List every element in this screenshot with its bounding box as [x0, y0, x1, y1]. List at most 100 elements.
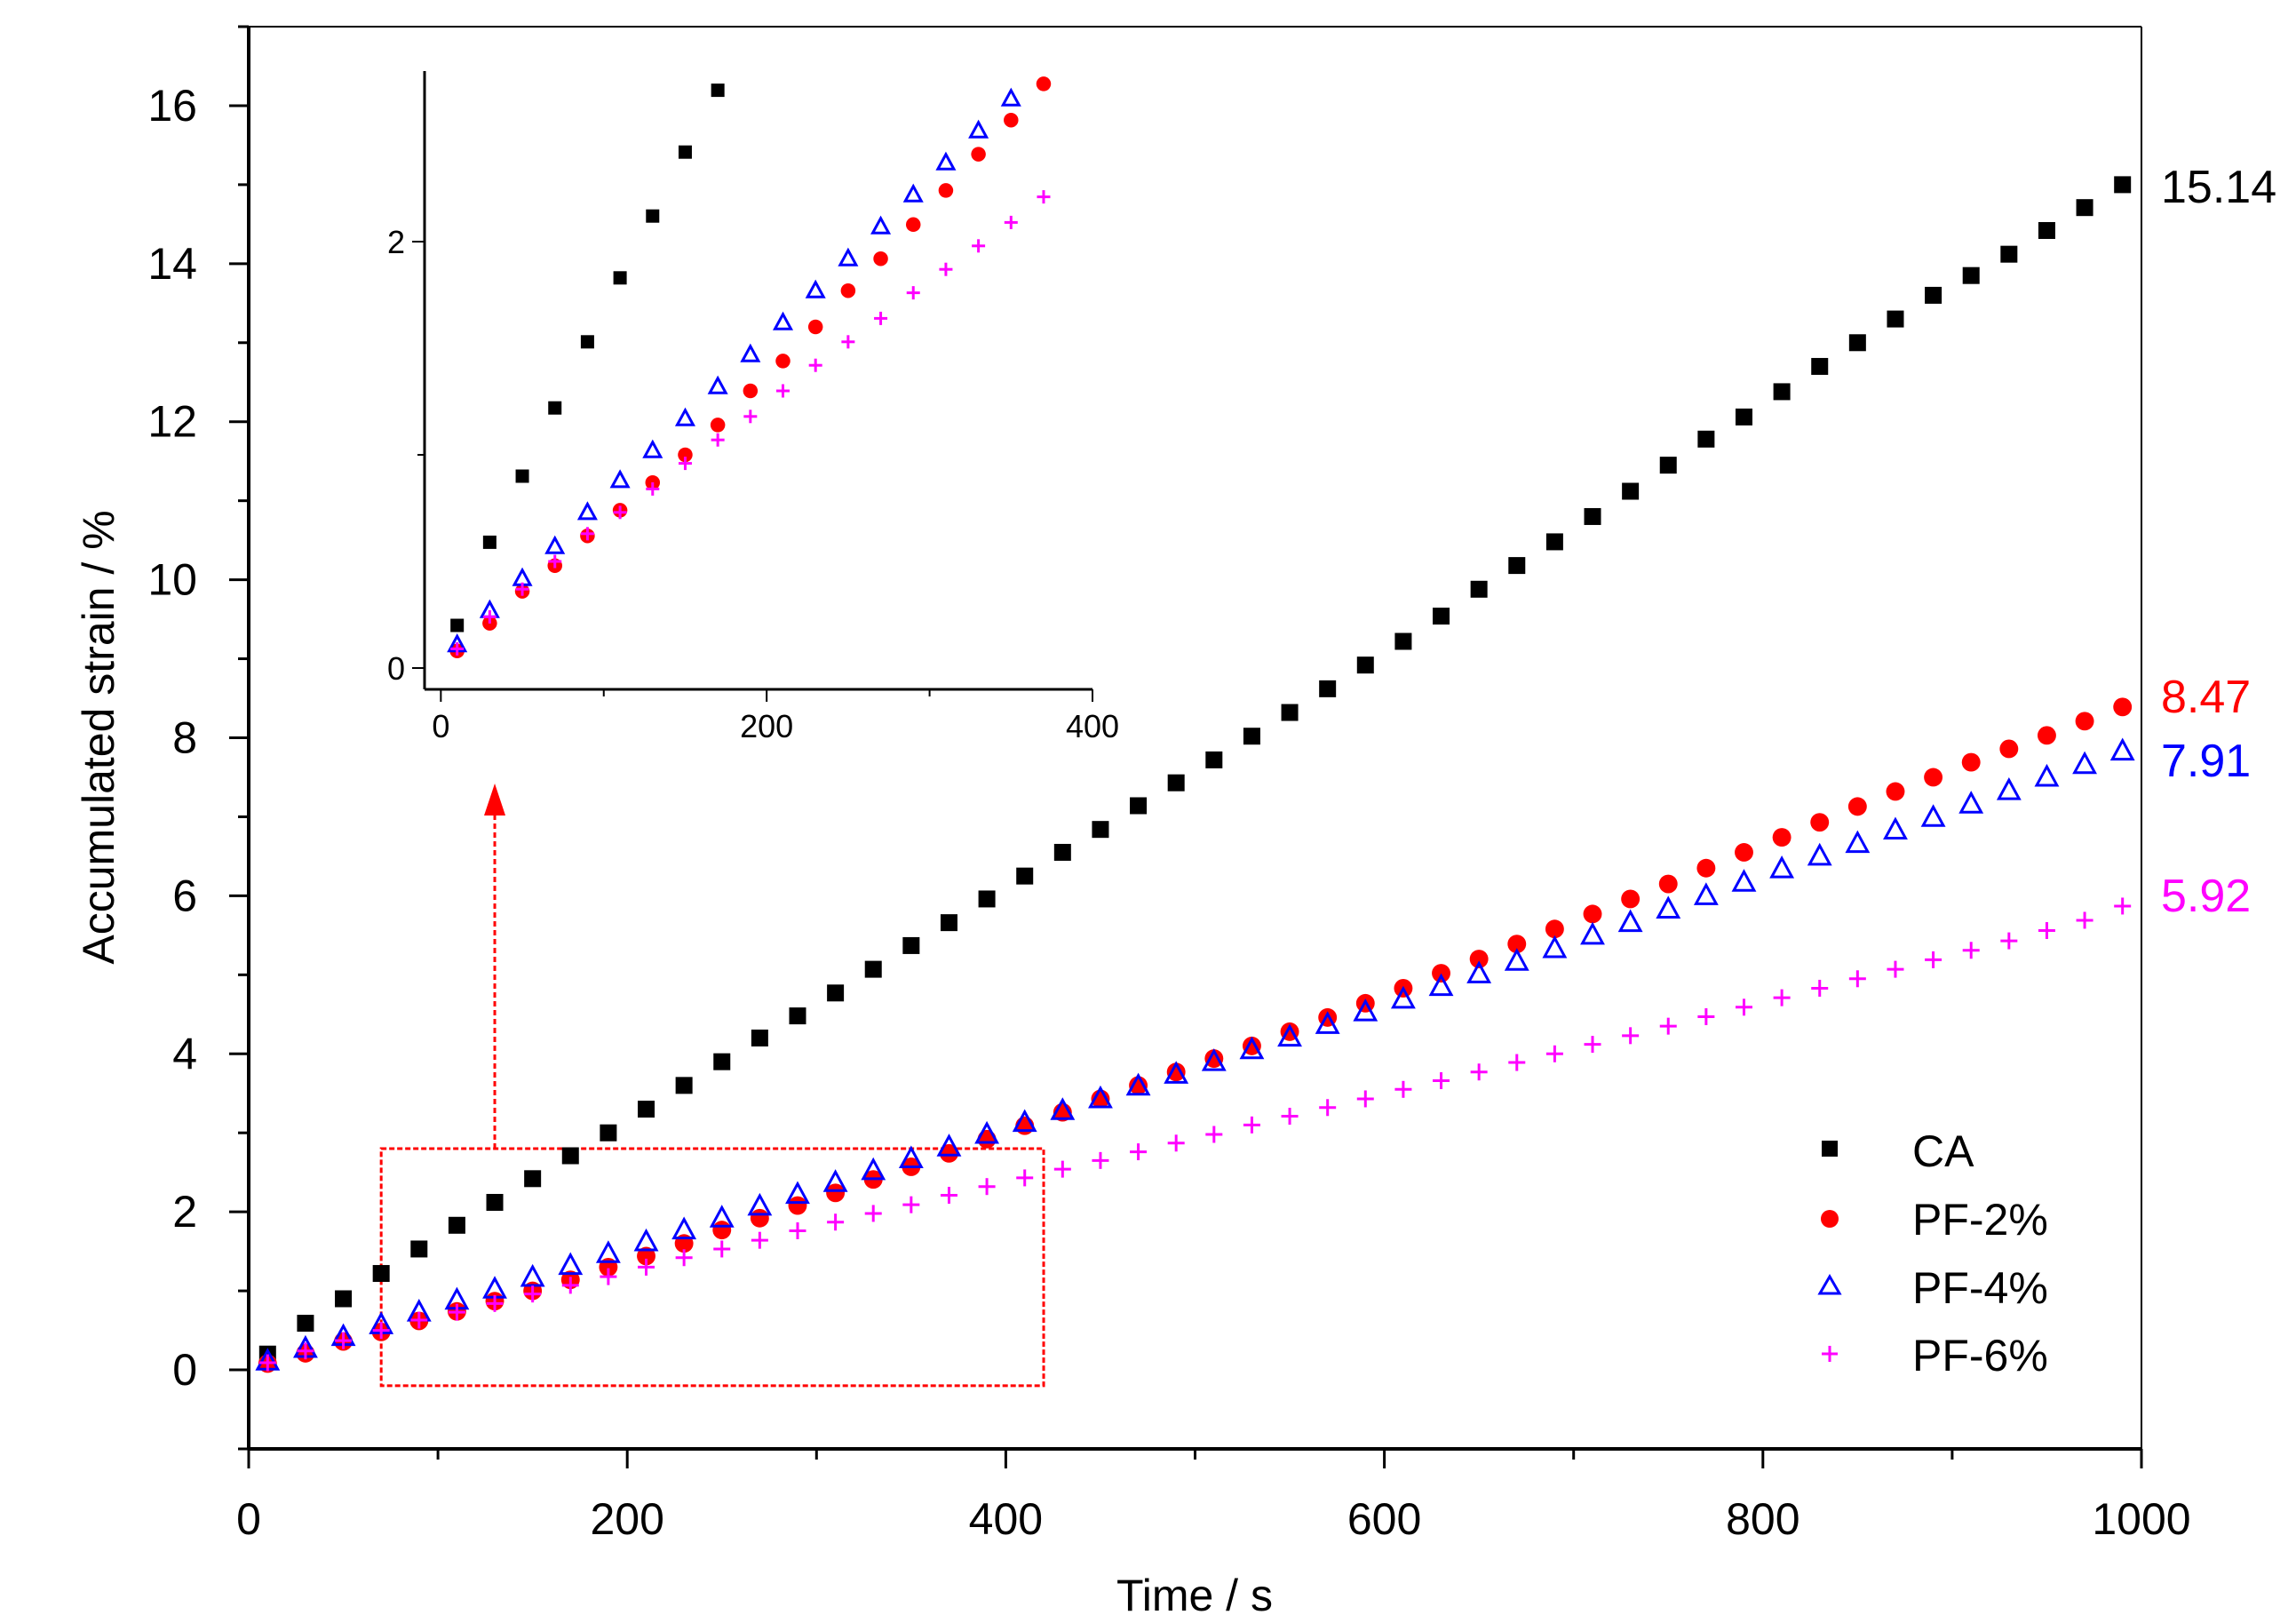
data-point: [1697, 1007, 1715, 1025]
inset-data-point: [902, 183, 924, 203]
data-point: [410, 1311, 428, 1329]
data-point: [1507, 935, 1527, 954]
data-point: [1848, 970, 1866, 988]
data-point: [1772, 828, 1792, 847]
inset-data-point: [678, 457, 692, 471]
data-point: [1580, 921, 1605, 945]
data-point: [1925, 951, 1942, 968]
legend-marker-pf2: [1821, 1210, 1839, 1228]
final-label-pf4: 7.91: [2161, 736, 2251, 787]
data-point: [1622, 482, 1640, 500]
data-point: [561, 1147, 579, 1165]
inset-data-point: [482, 609, 497, 624]
data-point: [1356, 1090, 1374, 1108]
data-point: [1622, 1027, 1640, 1045]
data-point: [1428, 973, 1454, 997]
inset-series-CA: [450, 84, 725, 632]
inset-data-point: [906, 286, 920, 300]
inset-data-point: [838, 247, 859, 267]
data-point: [1811, 357, 1829, 375]
data-point: [1508, 1054, 1526, 1071]
inset-y-tick-label: 0: [387, 650, 405, 687]
x-tick-label: 600: [1347, 1494, 1421, 1544]
data-point: [1469, 950, 1489, 968]
data-point: [2034, 763, 2060, 787]
data-point: [1356, 656, 1374, 674]
data-point: [1961, 752, 1981, 772]
y-tick-label: 16: [147, 81, 197, 131]
data-point: [595, 1240, 621, 1263]
inset-data-point: [968, 119, 989, 139]
data-point: [978, 1178, 996, 1196]
y-tick-label: 6: [172, 871, 197, 920]
data-point: [2076, 911, 2093, 929]
inset-data-point: [711, 433, 725, 447]
data-point: [789, 1222, 806, 1240]
data-point: [1394, 632, 1412, 650]
inset-axis-ticks: [412, 241, 1093, 702]
data-point: [1204, 1049, 1224, 1069]
inset-plot: 0 200 400 02: [387, 71, 1119, 744]
data-point: [1887, 310, 1904, 328]
data-point: [1164, 1061, 1189, 1084]
data-point: [486, 1193, 504, 1211]
data-point: [1129, 1076, 1148, 1095]
data-point: [1999, 739, 2019, 759]
inset-data-point: [678, 447, 693, 463]
data-point: [486, 1294, 504, 1312]
legend-label-pf4: PF-4%: [1912, 1263, 2048, 1313]
data-point: [936, 1134, 962, 1157]
data-point: [1092, 821, 1109, 839]
data-point: [940, 1186, 957, 1204]
data-point: [1656, 895, 1681, 919]
data-point: [633, 1228, 659, 1252]
x-tick-label: 0: [236, 1494, 261, 1544]
data-point: [1242, 1036, 1261, 1055]
y-tick-label: 2: [172, 1187, 197, 1237]
data-point: [1920, 804, 1946, 827]
data-point: [2038, 922, 2055, 940]
data-point: [1545, 533, 1563, 551]
inset-x-tick-label: 400: [1066, 708, 1119, 744]
inset-y-tick-labels: 02: [387, 224, 405, 687]
data-point: [1659, 457, 1677, 474]
data-point: [2113, 697, 2133, 717]
y-tick-label: 0: [172, 1345, 197, 1395]
inset-y-tick-label: 2: [387, 224, 405, 260]
data-point: [1470, 580, 1488, 598]
inset-data-point: [642, 439, 663, 458]
data-point: [1315, 1011, 1340, 1034]
data-point: [1735, 998, 1752, 1016]
data-point: [638, 1101, 655, 1118]
y-tick-label: 14: [147, 239, 197, 289]
data-point: [1167, 774, 1185, 792]
x-tick-label: 400: [969, 1494, 1043, 1544]
legend-label-pf2: PF-2%: [1912, 1195, 2048, 1245]
data-point: [861, 1157, 886, 1181]
series-PF-6%: [258, 897, 2132, 1372]
inset-data-point: [972, 239, 986, 253]
legend-marker-pf6: [1822, 1346, 1838, 1362]
data-point: [671, 1216, 697, 1240]
final-label-ca: 15.14: [2161, 162, 2276, 213]
data-point: [1542, 935, 1568, 959]
inset-data-point: [807, 319, 823, 335]
main-axis-ticks: [229, 25, 2143, 1468]
data-point: [1621, 889, 1641, 909]
data-point: [709, 1205, 735, 1228]
y-tick-label: 8: [172, 713, 197, 763]
inset-data-point: [870, 215, 892, 235]
data-point: [1281, 1108, 1299, 1126]
data-point: [1353, 998, 1378, 1022]
legend: CA PF-2% PF-4% PF-6%: [1817, 1126, 2048, 1380]
y-tick-label: 12: [147, 397, 197, 447]
data-point: [1319, 1099, 1337, 1117]
data-point: [410, 1240, 428, 1258]
data-point: [712, 1221, 732, 1240]
data-point: [940, 1143, 958, 1163]
inset-data-point: [805, 279, 826, 298]
data-point: [1167, 1134, 1185, 1152]
y-tick-labels: 0 2 4 6 8 10 12 14 16: [147, 81, 197, 1395]
legend-marker-ca: [1822, 1141, 1838, 1157]
